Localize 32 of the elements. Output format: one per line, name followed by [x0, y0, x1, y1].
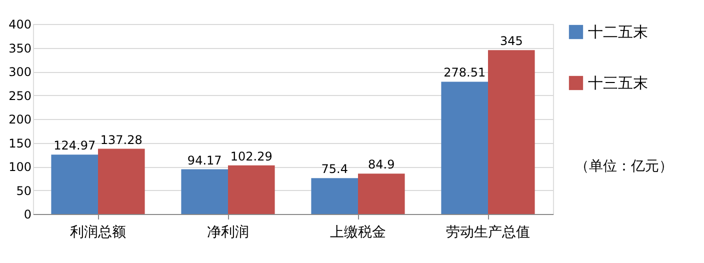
data-label: 124.97: [54, 138, 96, 153]
x-tick-label: 劳动生产总值: [446, 224, 530, 240]
y-tick-label: 150: [8, 136, 32, 150]
y-tick-label: 400: [8, 18, 32, 32]
y-tick-label: 0: [24, 208, 32, 222]
y-tick-label: 50: [16, 184, 32, 198]
x-tick-label: 上缴税金: [330, 224, 386, 240]
bar: [441, 82, 488, 214]
bar: [228, 165, 275, 214]
bar: [181, 169, 228, 214]
text: （单位：亿元）: [575, 158, 673, 174]
bar: [51, 154, 98, 214]
data-label: 84.9: [368, 158, 395, 172]
data-label: 278.51: [444, 66, 486, 80]
x-tick-label: 利润总额: [70, 224, 126, 240]
data-label: 75.4: [321, 162, 348, 176]
bar: [488, 50, 535, 214]
bar: [311, 178, 358, 214]
y-tick-label: 250: [8, 88, 32, 103]
data-label: 102.29: [230, 149, 272, 164]
data-label: 345: [500, 34, 523, 48]
data-label: 94.17: [187, 153, 222, 168]
y-tick-label: 350: [8, 41, 32, 56]
data-label: 137.28: [100, 132, 142, 147]
bar: [98, 148, 145, 214]
y-tick-label: 300: [8, 65, 32, 79]
y-tick-label: 200: [8, 112, 32, 126]
legend-label: 十二五末: [588, 23, 648, 41]
y-tick-label: 100: [8, 160, 32, 174]
bar: [358, 174, 405, 214]
x-tick-label: 净利润: [207, 224, 249, 240]
legend-label: 十三五末: [588, 74, 648, 92]
